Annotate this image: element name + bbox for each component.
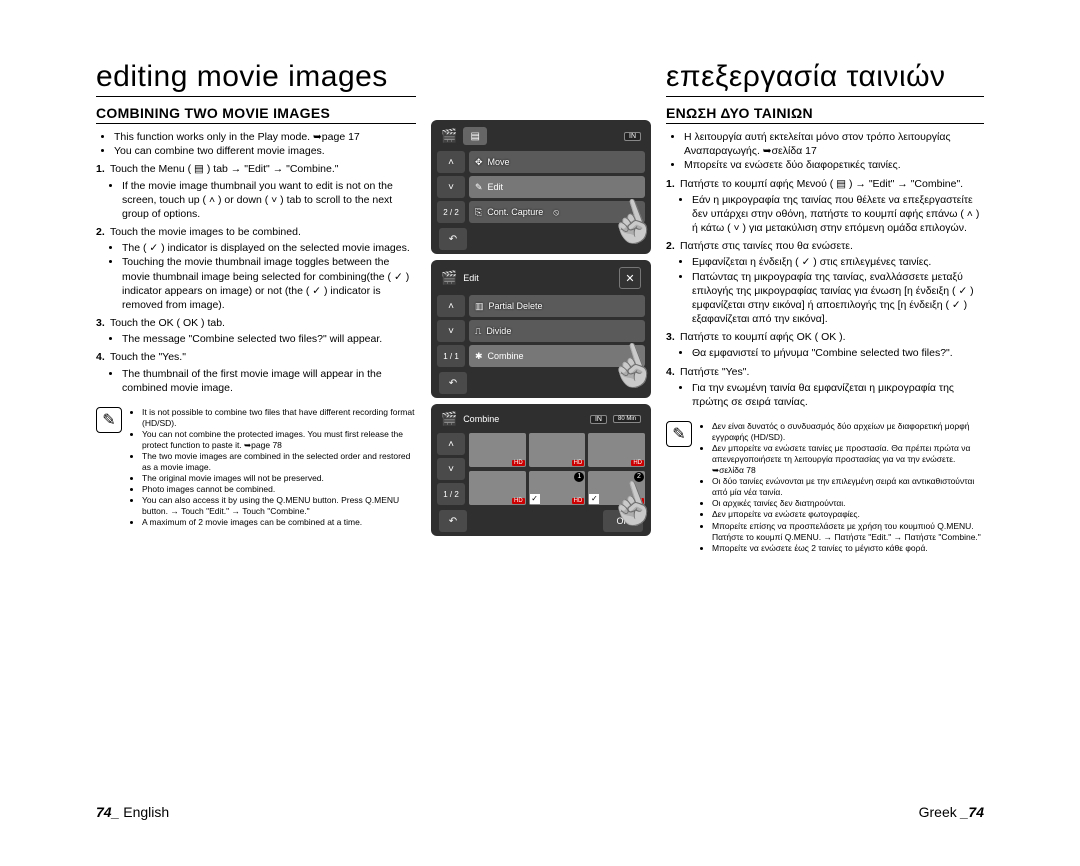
menu-partial-delete[interactable]: ▥ Partial Delete [469, 295, 645, 317]
page-counter: 2 / 2 [437, 201, 465, 223]
manual-page: editing movie images COMBINING TWO MOVIE… [96, 60, 984, 820]
film-icon: 🎬 [441, 128, 457, 144]
section-title-left: COMBINING TWO MOVIE IMAGES [96, 105, 416, 121]
device-screens: 🎬 ▤ IN ˄ ˅ 2 / 2 ✥ Move ✎ Edit ⎘ Cont. C… [416, 120, 666, 554]
menu-icon[interactable]: ▤ [463, 127, 487, 145]
intro-left: This function works only in the Play mod… [96, 130, 416, 158]
screen-title: Combine [463, 414, 499, 424]
storage-icon: IN [624, 132, 641, 141]
left-column: editing movie images COMBINING TWO MOVIE… [96, 60, 416, 554]
right-column: επεξεργασία ταινιών ΕΝΩΣΗ ΔΥΟ ΤΑΙΝΙΩΝ Η … [666, 60, 984, 554]
film-icon: 🎬 [441, 411, 457, 427]
note-box-left: ✎ It is not possible to combine two file… [96, 407, 416, 529]
down-button[interactable]: ˅ [437, 320, 465, 342]
menu-move[interactable]: ✥ Move [469, 151, 645, 173]
page-counter: 1 / 2 [437, 483, 465, 505]
menu-edit[interactable]: ✎ Edit [469, 176, 645, 198]
down-button[interactable]: ˅ [437, 176, 465, 198]
steps-right: 1.Πατήστε το κουμπί αφής Μενού ( ▤ ) → "… [666, 177, 984, 410]
note-icon: ✎ [96, 407, 122, 433]
thumbnail-selected[interactable]: ✓1HD [529, 471, 586, 505]
note-icon: ✎ [666, 421, 692, 447]
time-remaining: 80 Min [613, 415, 641, 423]
menu-divide[interactable]: ⎍ Divide [469, 320, 645, 342]
thumbnail[interactable]: HD [529, 433, 586, 467]
back-button[interactable]: ↶ [439, 228, 467, 250]
thumbnail[interactable]: HD [469, 433, 526, 467]
film-icon: 🎬 [441, 270, 457, 286]
down-button[interactable]: ˅ [437, 458, 465, 480]
close-button[interactable]: ✕ [619, 267, 641, 289]
thumbnail[interactable]: HD [469, 471, 526, 505]
storage-icon: IN [590, 415, 607, 424]
device-screen-3: 🎬 Combine IN 80 Min ˄ ˅ 1 / 2 HD HD [431, 404, 651, 536]
steps-left: 1.Touch the Menu ( ▤ ) tab → "Edit" → "C… [96, 162, 416, 395]
screen-title: Edit [463, 273, 479, 283]
page-footer: 74_ English Greek _74 [96, 804, 984, 820]
title-right: επεξεργασία ταινιών [666, 60, 984, 94]
back-button[interactable]: ↶ [439, 372, 467, 394]
up-button[interactable]: ˄ [437, 433, 465, 455]
intro-right: Η λειτουργία αυτή εκτελείται μόνο στον τ… [666, 130, 984, 173]
note-box-right: ✎ Δεν είναι δυνατός ο συνδυασμός δύο αρχ… [666, 421, 984, 554]
section-title-right: ΕΝΩΣΗ ΔΥΟ ΤΑΙΝΙΩΝ [666, 105, 984, 121]
back-button[interactable]: ↶ [439, 510, 467, 532]
thumbnail[interactable]: HD [588, 433, 645, 467]
device-screen-2: 🎬 Edit ✕ ˄ ˅ 1 / 1 ▥ Partial Delete ⎍ Di… [431, 260, 651, 398]
up-button[interactable]: ˄ [437, 295, 465, 317]
up-button[interactable]: ˄ [437, 151, 465, 173]
page-counter: 1 / 1 [437, 345, 465, 367]
device-screen-1: 🎬 ▤ IN ˄ ˅ 2 / 2 ✥ Move ✎ Edit ⎘ Cont. C… [431, 120, 651, 254]
title-left: editing movie images [96, 60, 416, 94]
